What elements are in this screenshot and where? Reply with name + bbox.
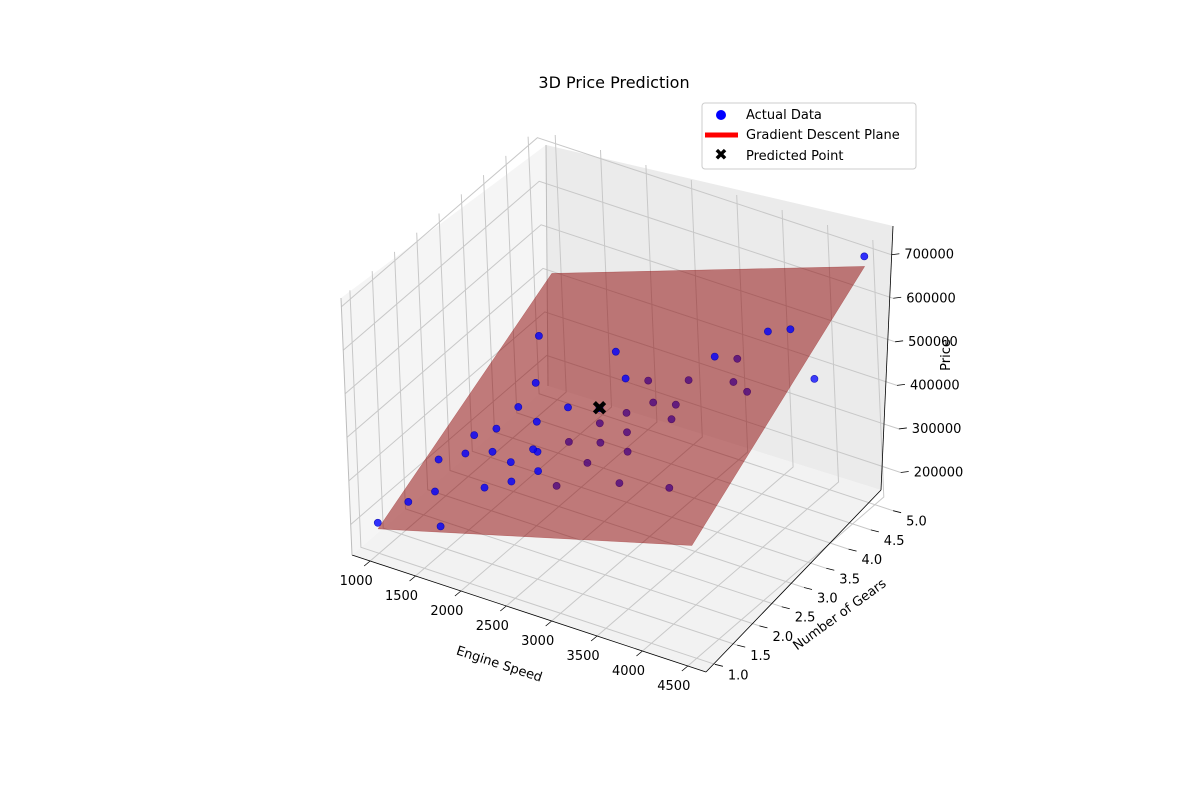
y-tick-label-3.0: 3.0 — [817, 592, 838, 607]
x-tick-label-3000: 3000 — [521, 634, 554, 649]
z-tick-mark-300000 — [898, 427, 907, 430]
y-tick-mark-4.0 — [848, 548, 857, 552]
tick-marks — [363, 253, 909, 672]
plot-area: ✖ — [373, 252, 869, 546]
x-tick-mark-3500 — [590, 635, 598, 642]
legend-marker-actual — [716, 110, 726, 120]
data-point-2 — [431, 487, 439, 496]
data-point-6 — [488, 447, 497, 456]
data-point-39 — [621, 374, 630, 383]
data-point-10 — [514, 403, 523, 411]
legend-label-actual: Actual Data — [746, 108, 822, 123]
data-point-38 — [470, 431, 479, 439]
x-tick-mark-3000 — [545, 620, 552, 627]
data-point-24 — [786, 325, 795, 334]
grid-line-z-700000 — [341, 137, 892, 308]
z-tick-mark-700000 — [891, 253, 900, 256]
x-tick-mark-4000 — [636, 650, 643, 657]
data-point-14 — [595, 404, 604, 413]
x-tick-label-4500: 4500 — [657, 679, 690, 694]
data-point-11 — [535, 331, 543, 340]
y-tick-mark-1.0 — [714, 663, 724, 667]
data-point-44 — [529, 445, 537, 454]
data-point-28 — [507, 477, 516, 486]
z-tick-label-300000: 300000 — [912, 422, 962, 437]
x-tick-mark-1500 — [409, 575, 416, 582]
y-tick-label-4.5: 4.5 — [884, 534, 905, 549]
data-point-4 — [434, 455, 443, 464]
z-tick-label-600000: 600000 — [906, 291, 956, 306]
z-tick-label-700000: 700000 — [904, 248, 954, 263]
y-tick-label-2.5: 2.5 — [795, 611, 816, 626]
legend-label-plane: Gradient Descent Plane — [746, 128, 900, 143]
chart-title: 3D Price Prediction — [538, 73, 689, 92]
y-tick-label-1.5: 1.5 — [750, 649, 771, 664]
y-tick-mark-2.5 — [781, 606, 790, 610]
y-tick-label-5.0: 5.0 — [906, 515, 927, 530]
legend-label-predicted: Predicted Point — [746, 149, 843, 164]
x-tick-label-2000: 2000 — [430, 604, 463, 619]
predicted-point: ✖ — [591, 396, 608, 420]
box-edge-front-left — [340, 297, 353, 556]
x-tick-mark-2000 — [454, 590, 462, 597]
data-point-29 — [534, 467, 542, 475]
data-point-43 — [531, 378, 540, 387]
grid-line-y-1.0 — [349, 290, 716, 665]
z-tick-mark-200000 — [900, 471, 909, 473]
z-tick-mark-500000 — [895, 340, 904, 343]
data-point-37 — [480, 483, 489, 492]
data-point-23 — [764, 327, 772, 336]
z-axis-line — [880, 225, 894, 491]
x-axis-line — [351, 554, 707, 673]
data-point-35 — [564, 403, 572, 412]
x-tick-label-4000: 4000 — [612, 664, 645, 679]
data-point-0 — [373, 518, 382, 527]
x-axis-label: Engine Speed — [454, 644, 544, 686]
x-tick-mark-1000 — [363, 560, 371, 567]
z-tick-label-200000: 200000 — [914, 466, 964, 481]
legend: ✖ Actual Data Gradient Descent Plane Pre… — [701, 102, 917, 170]
y-tick-mark-3.0 — [803, 587, 813, 590]
data-point-27 — [860, 252, 869, 261]
y-tick-label-3.5: 3.5 — [839, 572, 860, 587]
y-axis-line — [705, 489, 882, 673]
axis-edges — [340, 144, 894, 673]
x-tick-label-1000: 1000 — [340, 574, 373, 589]
z-tick-label-400000: 400000 — [910, 378, 960, 393]
y-tick-mark-4.5 — [870, 529, 879, 533]
grid-line-x-4500 — [687, 239, 885, 667]
z-tick-label-500000: 500000 — [908, 335, 958, 350]
tick-labels: 100015002000250030003500400045001.01.52.… — [340, 248, 964, 694]
y-tick-mark-3.5 — [826, 567, 835, 571]
legend-frame — [701, 102, 917, 170]
z-tick-mark-600000 — [893, 296, 902, 299]
z-axis-label: Price — [939, 339, 954, 371]
legend-marker-predicted: ✖ — [714, 145, 727, 164]
y-tick-mark-1.5 — [737, 644, 746, 648]
x-tick-mark-4500 — [681, 665, 689, 672]
data-point-1 — [404, 497, 413, 506]
y-tick-label-2.0: 2.0 — [773, 630, 794, 645]
data-point-5 — [461, 449, 470, 458]
data-point-34 — [532, 417, 541, 426]
data-point-19 — [710, 352, 719, 361]
x-tick-label-3500: 3500 — [567, 649, 600, 664]
data-point-3 — [436, 522, 445, 531]
y-tick-label-4.0: 4.0 — [862, 553, 883, 568]
y-tick-mark-2.0 — [759, 625, 768, 629]
z-tick-mark-400000 — [896, 383, 906, 386]
data-point-7 — [492, 424, 501, 433]
x-tick-label-1500: 1500 — [385, 589, 418, 604]
y-tick-mark-5.0 — [892, 510, 902, 514]
x-tick-label-2500: 2500 — [476, 619, 509, 634]
regression-plane — [377, 266, 866, 546]
y-tick-label-1.0: 1.0 — [728, 668, 749, 683]
data-point-8 — [506, 458, 515, 466]
grid-line-z-600000 — [342, 180, 894, 351]
data-point-26 — [810, 374, 819, 383]
x-tick-mark-2500 — [500, 605, 507, 612]
data-point-42 — [611, 347, 620, 356]
